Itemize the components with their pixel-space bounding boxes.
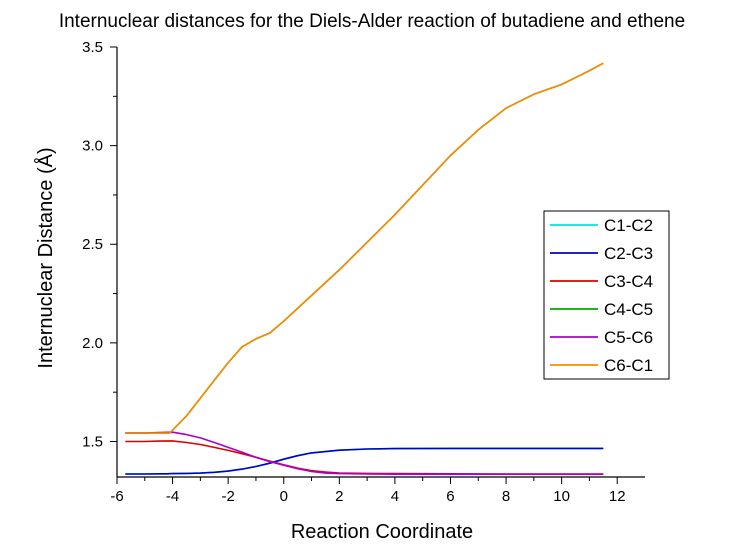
x-tick-label: 10 [553,488,570,505]
series-line-c2-c3 [125,447,604,475]
x-axis-label: Reaction Coordinate [291,521,473,543]
series-line-c1-c2 [125,447,604,475]
legend-entry: C5-C6 [604,328,653,347]
y-tick-label: 2.0 [82,335,103,352]
legend-entry: C2-C3 [604,244,653,263]
y-tick-label: 2.5 [82,236,103,253]
series-line-c6-c1 [125,62,604,434]
y-tick-label: 3.5 [82,39,103,56]
x-tick-label: 6 [446,488,454,505]
x-tick-label: -4 [166,488,179,505]
y-tick-label: 3.0 [82,138,103,155]
y-axis-label: Internuclear Distance (Å) [34,147,57,368]
x-tick-label: 8 [502,488,510,505]
x-tick-label: 0 [280,488,288,505]
x-tick-label: -6 [110,488,123,505]
legend-entry: C4-C5 [604,300,653,319]
plot-area: -6 -4 -2 0 2 4 6 8 10 12 1.5 2.0 2.5 3.0 3.5 C1-C2 C2-C3… [82,39,670,505]
y-tick-label: 1.5 [82,433,103,450]
x-tick-label: 12 [609,488,626,505]
legend-box [543,210,670,380]
chart-title: Internuclear distances for the Diels-Ald… [59,11,685,32]
x-tick-label: 4 [391,488,399,505]
x-tick-label: -2 [221,488,234,505]
legend-entry: C1-C2 [604,216,653,235]
series-line-c5-c6 [125,431,604,476]
series-line-c3-c4 [125,440,604,475]
legend-entry: C3-C4 [604,272,653,291]
series-line-c4-c5 [125,62,604,434]
legend-entry: C6-C1 [604,356,653,375]
x-tick-label: 2 [335,488,343,505]
